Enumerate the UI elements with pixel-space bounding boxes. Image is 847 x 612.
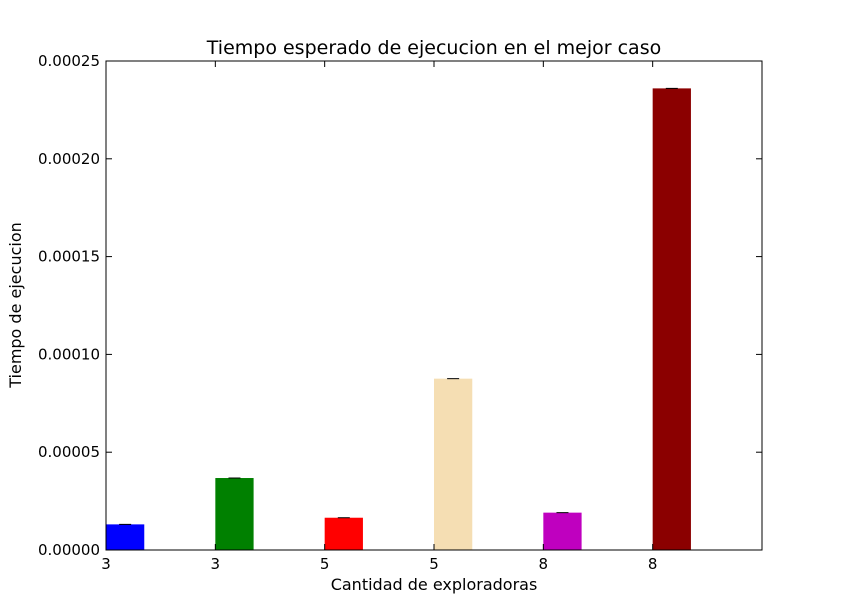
x-tick-label: 8 — [539, 555, 549, 573]
bar-3 — [324, 517, 363, 550]
y-axis-label: Tiempo de ejecucion — [6, 222, 25, 389]
chart-title: Tiempo esperado de ejecucion en el mejor… — [206, 37, 661, 59]
y-ticks-group: 0.00000 0.00005 0.00010 0.00015 0.00020 0.000… — [38, 52, 762, 559]
y-tick-label: 0.00005 — [38, 443, 100, 461]
bars-group — [106, 88, 691, 550]
y-tick-label: 0.00025 — [38, 52, 100, 70]
y-tick-label: 0.00015 — [38, 248, 100, 266]
error-bars-group — [119, 87, 678, 525]
bar-6 — [652, 88, 691, 550]
x-tick-label: 3 — [211, 555, 221, 573]
x-ticks-group: 3 3 5 5 8 8 — [101, 61, 657, 573]
x-tick-label: 5 — [320, 555, 330, 573]
x-tick-label: 5 — [429, 555, 439, 573]
bar-4 — [434, 378, 473, 550]
y-tick-label: 0.00000 — [38, 541, 100, 559]
bar-1 — [106, 524, 145, 550]
x-tick-label: 8 — [648, 555, 658, 573]
y-tick-label: 0.00020 — [38, 150, 100, 168]
y-tick-label: 0.00010 — [38, 345, 100, 363]
x-tick-label: 3 — [101, 555, 111, 573]
bar-2 — [215, 478, 254, 550]
bar-5 — [543, 512, 582, 550]
x-axis-label: Cantidad de exploradoras — [331, 575, 538, 594]
